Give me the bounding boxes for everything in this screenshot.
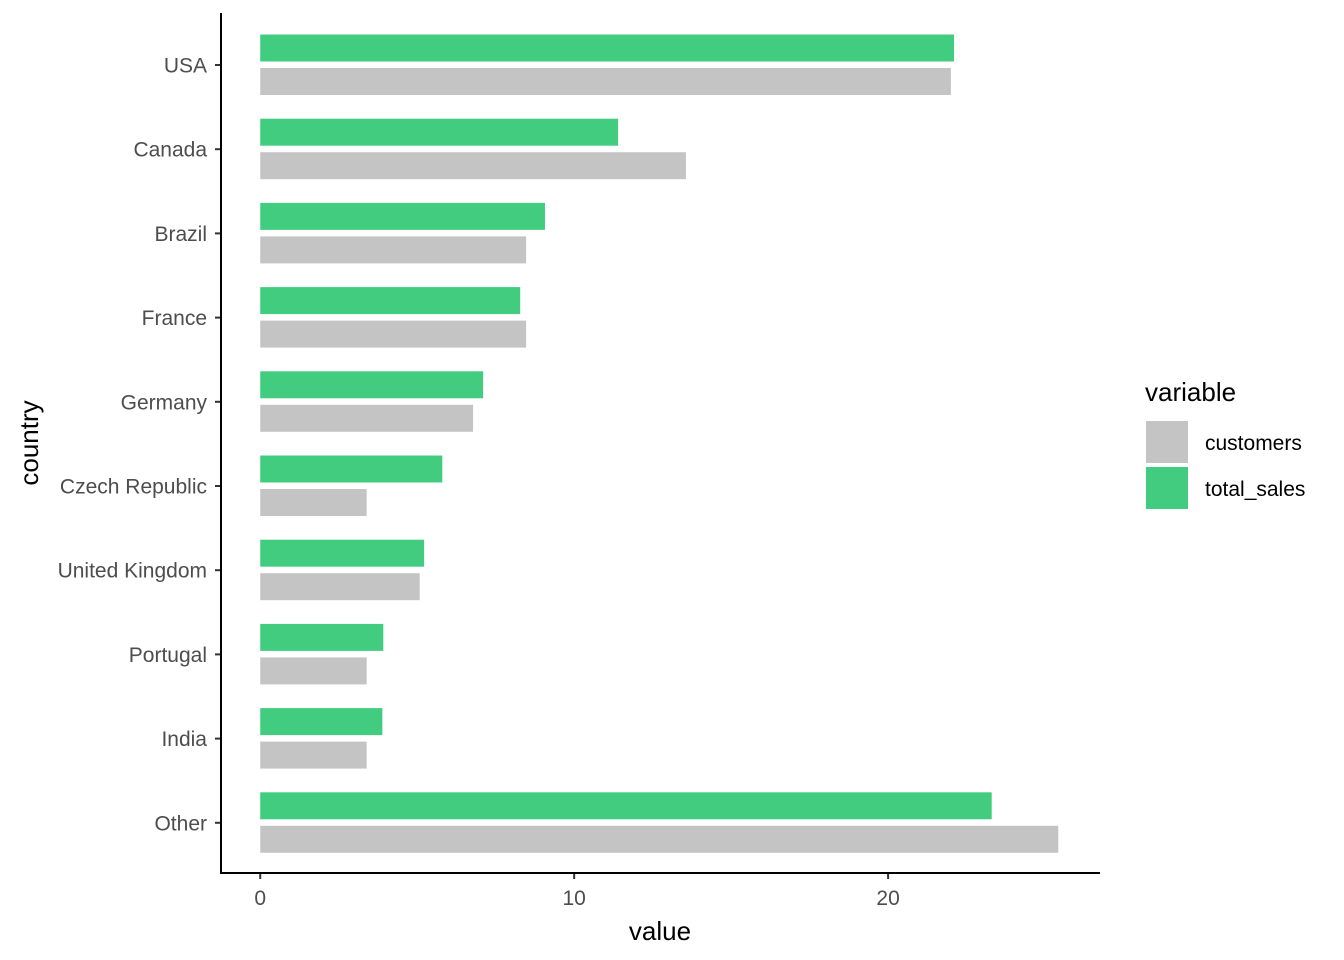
bar-total-sales-france (260, 287, 521, 315)
y-tick-label-portugal: Portugal (129, 644, 207, 667)
bars-group (260, 34, 1059, 853)
y-tick-label-usa: USA (164, 55, 207, 78)
bar-customers-usa (260, 68, 951, 95)
bar-customers-canada (260, 152, 686, 180)
legend-title: variable (1145, 377, 1236, 407)
y-tick-label-canada: Canada (133, 139, 207, 162)
y-tick-label-united-kingdom: United Kingdom (58, 560, 207, 583)
bar-total-sales-portugal (260, 623, 384, 651)
bar-total-sales-canada (260, 118, 619, 146)
bar-customers-brazil (260, 236, 527, 264)
y-axis-title: country (14, 400, 44, 485)
x-tick-label-20: 20 (876, 887, 899, 910)
bar-total-sales-usa (260, 34, 955, 62)
bar-customers-portugal (260, 657, 367, 685)
y-tick-label-brazil: Brazil (154, 223, 207, 246)
legend-label-total-sales: total_sales (1205, 478, 1305, 501)
legend-key-total-sales (1146, 467, 1188, 509)
bar-total-sales-other (260, 792, 992, 820)
bar-total-sales-india (260, 708, 383, 736)
y-axis-ticks: USA Canada Brazil France Germany Czech Republ… (58, 55, 221, 835)
x-tick-label-0: 0 (254, 887, 266, 910)
bar-customers-czech-republic (260, 489, 367, 516)
bar-customers-other (260, 825, 1059, 853)
bar-total-sales-brazil (260, 202, 545, 230)
y-tick-label-india: India (161, 728, 207, 751)
bar-total-sales-germany (260, 371, 484, 399)
x-tick-label-10: 10 (562, 887, 585, 910)
bar-total-sales-united-kingdom (260, 539, 425, 567)
legend-key-customers (1146, 421, 1188, 463)
bar-total-sales-czech-republic (260, 455, 443, 483)
legend-label-customers: customers (1205, 432, 1302, 455)
x-axis-title: value (629, 916, 691, 946)
bar-customers-france (260, 320, 527, 348)
legend: variable customers total_sales (1145, 377, 1305, 509)
y-tick-label-czech-republic: Czech Republic (60, 476, 207, 499)
bar-customers-germany (260, 404, 474, 432)
bar-customers-united-kingdom (260, 573, 420, 601)
y-tick-label-other: Other (154, 812, 207, 835)
y-tick-label-germany: Germany (121, 391, 208, 414)
y-tick-label-france: France (142, 307, 207, 330)
bar-customers-india (260, 741, 367, 769)
x-axis-ticks: 0 10 20 (254, 873, 900, 910)
